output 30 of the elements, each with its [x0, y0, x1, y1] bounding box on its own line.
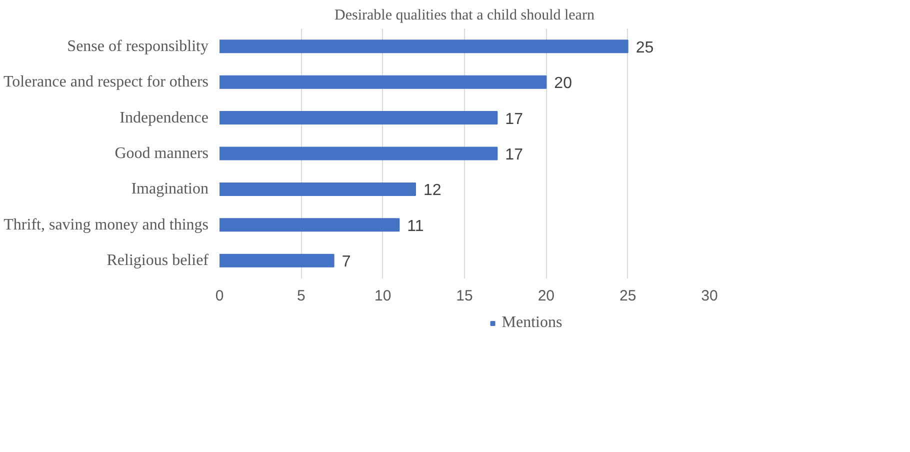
data-label: 20 [554, 75, 572, 92]
bar [220, 254, 334, 268]
x-tick-label: 25 [619, 288, 636, 304]
bar [220, 40, 628, 54]
bar [220, 218, 400, 232]
x-tick-label: 5 [296, 288, 306, 304]
y-tick-label: Religious belief [106, 252, 210, 270]
bar [220, 182, 416, 196]
y-tick-label: Tolerance and respect for others [4, 74, 208, 91]
data-label: 17 [505, 110, 524, 128]
chart-title: Desirable qualities that a child should learn [334, 8, 595, 24]
legend-label: Mentions [502, 314, 562, 332]
data-label: 25 [636, 39, 654, 56]
data-label: 11 [407, 218, 424, 235]
bar [220, 146, 498, 160]
x-tick-label: 15 [456, 288, 473, 304]
y-tick-label: Sense of responsiblity [67, 38, 209, 55]
y-tick-label: Independence [120, 109, 209, 126]
bar [220, 75, 547, 89]
x-tick-label: 30 [701, 288, 718, 304]
data-label: 17 [505, 146, 524, 164]
y-tick-label: Imagination [131, 180, 208, 198]
x-tick-label: 0 [215, 288, 224, 304]
data-label: 12 [424, 182, 442, 200]
x-tick-label: 10 [374, 288, 392, 304]
y-tick-label: Good manners [114, 145, 209, 162]
data-label: 7 [342, 254, 351, 271]
x-tick-label: 20 [538, 288, 555, 304]
bar [220, 111, 498, 125]
y-tick-label: Thrift, saving money and things [4, 216, 208, 234]
